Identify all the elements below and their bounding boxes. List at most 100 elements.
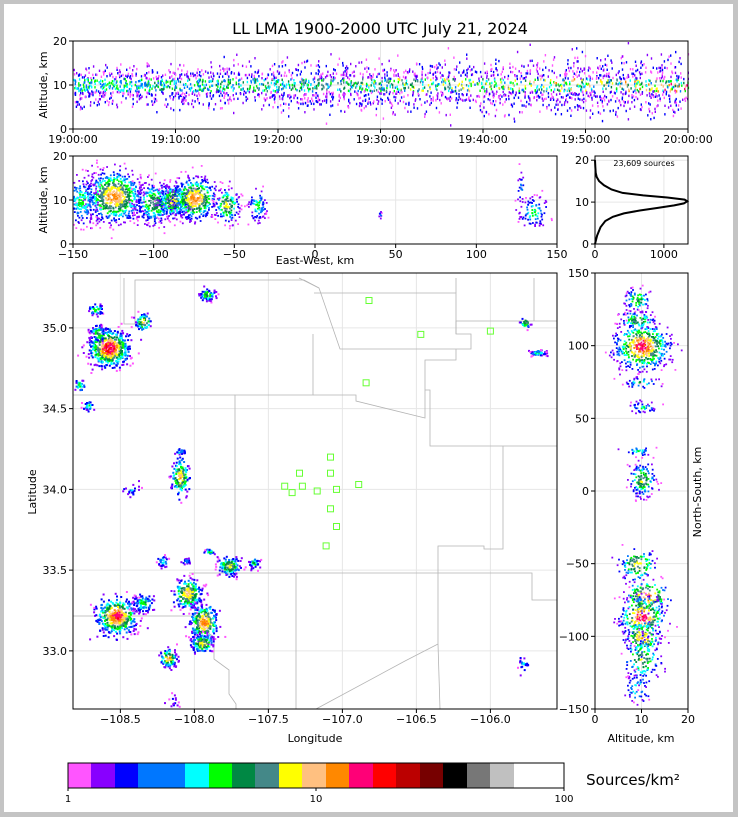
eastwest-source bbox=[228, 220, 230, 223]
time-altitude-source bbox=[564, 70, 567, 74]
eastwest-source bbox=[165, 201, 167, 203]
time-altitude-source bbox=[484, 90, 486, 93]
eastwest-source bbox=[206, 214, 208, 216]
time-altitude-source bbox=[233, 64, 235, 67]
eastwest-source bbox=[175, 200, 178, 203]
time-altitude-source bbox=[229, 79, 231, 82]
time-altitude-source bbox=[279, 83, 282, 86]
time-altitude-source bbox=[571, 79, 573, 82]
time-altitude-source bbox=[160, 76, 163, 79]
eastwest-source bbox=[152, 198, 154, 201]
eastwest-source bbox=[97, 173, 100, 176]
eastwest-source bbox=[89, 220, 91, 223]
time-altitude-source bbox=[402, 100, 405, 104]
time-altitude-source bbox=[575, 73, 577, 76]
time-altitude-source bbox=[148, 82, 150, 85]
time-altitude-source bbox=[342, 71, 345, 74]
eastwest-source bbox=[218, 189, 220, 192]
time-altitude-source bbox=[288, 69, 290, 72]
eastwest-source bbox=[114, 183, 117, 186]
time-altitude-source bbox=[500, 73, 502, 76]
time-altitude-source bbox=[606, 64, 608, 67]
eastwest-source bbox=[144, 200, 147, 203]
eastwest-source bbox=[76, 212, 79, 215]
plan-view-source bbox=[91, 352, 94, 354]
eastwest-source bbox=[193, 211, 196, 214]
eastwest-source bbox=[115, 219, 118, 221]
time-altitude-source bbox=[683, 81, 685, 85]
time-altitude-source bbox=[608, 72, 610, 75]
time-altitude-source bbox=[436, 95, 439, 98]
time-altitude-source bbox=[130, 80, 133, 84]
time-altitude-source bbox=[516, 77, 518, 81]
time-altitude-source bbox=[343, 91, 345, 95]
time-altitude-source bbox=[670, 82, 672, 86]
time-altitude-source bbox=[129, 82, 131, 86]
time-altitude-source bbox=[144, 74, 146, 77]
time-altitude-source bbox=[539, 110, 541, 113]
time-altitude-source bbox=[103, 73, 105, 76]
time-altitude-source bbox=[147, 91, 149, 95]
eastwest-source bbox=[240, 204, 243, 207]
eastwest-source bbox=[170, 198, 172, 201]
time-altitude-source bbox=[664, 75, 666, 79]
eastwest-source bbox=[202, 179, 205, 182]
time-altitude-source bbox=[554, 81, 556, 84]
time-altitude-source bbox=[579, 98, 581, 101]
time-altitude-source bbox=[197, 81, 200, 85]
time-altitude-source bbox=[123, 85, 126, 88]
eastwest-source bbox=[251, 202, 254, 205]
time-altitude-source bbox=[413, 78, 415, 81]
time-altitude-source bbox=[581, 98, 583, 102]
time-altitude-source bbox=[630, 87, 632, 90]
eastwest-source bbox=[187, 210, 189, 213]
eastwest-source bbox=[172, 209, 175, 212]
time-altitude-source bbox=[576, 70, 578, 73]
eastwest-source bbox=[168, 219, 170, 222]
source-count-annotation: 23,609 sources bbox=[613, 159, 674, 168]
time-altitude-source bbox=[571, 48, 573, 51]
time-altitude-source bbox=[457, 98, 459, 102]
time-altitude-source bbox=[374, 68, 376, 71]
time-altitude-source bbox=[669, 95, 671, 98]
time-altitude-source bbox=[193, 93, 196, 96]
eastwest-source bbox=[219, 189, 221, 192]
time-altitude-source bbox=[571, 91, 574, 95]
eastwest-source bbox=[126, 201, 129, 204]
eastwest-source bbox=[151, 197, 154, 199]
time-altitude-source bbox=[216, 80, 218, 83]
eastwest-source bbox=[206, 178, 209, 181]
eastwest-xtick: 50 bbox=[389, 244, 403, 261]
eastwest-source bbox=[107, 192, 110, 195]
plan-view-source bbox=[119, 335, 122, 337]
time-altitude-source bbox=[394, 86, 397, 89]
eastwest-source bbox=[253, 203, 256, 205]
time-altitude-source bbox=[212, 95, 214, 98]
time-altitude-source bbox=[198, 102, 200, 105]
eastwest-source bbox=[227, 205, 230, 208]
time-altitude-source bbox=[146, 65, 148, 68]
time-altitude-source bbox=[560, 96, 563, 99]
time-altitude-source bbox=[359, 102, 361, 105]
time-altitude-source bbox=[538, 88, 540, 91]
time-altitude-source bbox=[282, 109, 285, 112]
time-altitude-source bbox=[544, 79, 546, 82]
time-altitude-source bbox=[116, 106, 119, 109]
eastwest-source bbox=[203, 207, 206, 209]
eastwest-source bbox=[111, 186, 114, 189]
time-altitude-source bbox=[590, 87, 593, 91]
eastwest-source bbox=[78, 198, 81, 201]
time-altitude-source bbox=[153, 101, 155, 105]
time-altitude-source bbox=[227, 98, 229, 102]
eastwest-source bbox=[111, 192, 114, 195]
time-altitude-source bbox=[386, 80, 388, 83]
time-altitude-source bbox=[120, 74, 123, 78]
time-altitude-source bbox=[273, 78, 276, 81]
time-altitude-source bbox=[310, 72, 312, 75]
time-altitude-source bbox=[681, 84, 683, 87]
time-altitude-source bbox=[565, 97, 567, 101]
eastwest-source bbox=[192, 187, 195, 190]
time-altitude-source bbox=[593, 85, 595, 88]
eastwest-source bbox=[113, 190, 115, 193]
time-altitude-source bbox=[529, 91, 532, 94]
